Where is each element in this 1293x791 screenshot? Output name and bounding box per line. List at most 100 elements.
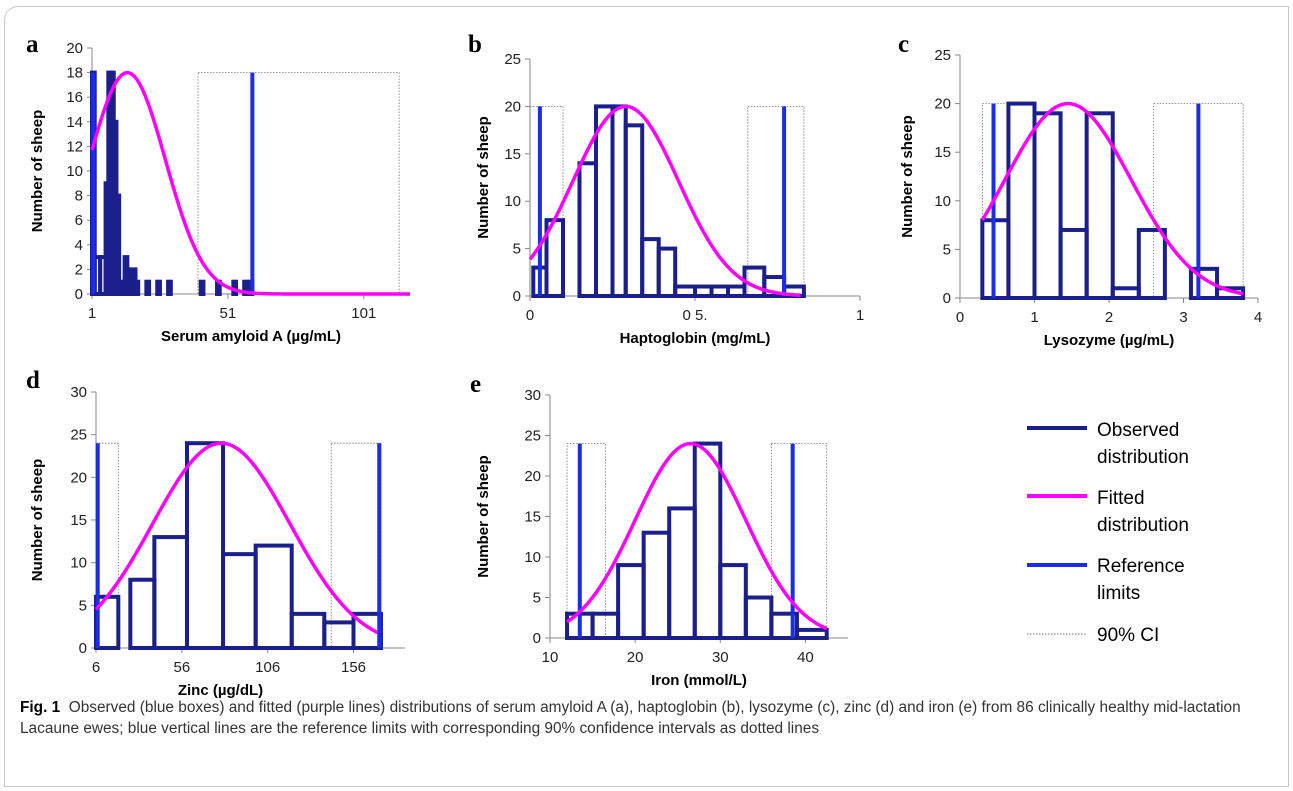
figure-caption: Fig. 1 Observed (blue boxes) and fitted … [20, 697, 1260, 739]
legend-ci-label: 90% CI [1097, 625, 1159, 646]
observed-bin [144, 279, 152, 297]
observed-bin [1136, 227, 1167, 301]
x-tick-label: 40 [797, 649, 814, 666]
ci-box [566, 443, 606, 639]
y-tick-label: 10 [70, 555, 87, 572]
y-tick-label: 2 [75, 261, 83, 278]
legend-fitted-label: Fitted [1097, 488, 1145, 509]
y-tick-label: 5 [533, 590, 541, 607]
y-tick-label: 14 [66, 114, 83, 131]
y-tick-label: 6 [75, 212, 83, 229]
x-axis-title: Iron (mmol/L) [651, 672, 747, 689]
fitted-curve [528, 104, 801, 297]
caption-label: Fig. 1 [20, 699, 61, 716]
panel-letter: d [26, 367, 40, 394]
y-tick-label: 16 [66, 89, 83, 106]
chart-panel-a: a 0 2 4 6 8 10 12 14 16 18 20 1 51 101 Serum amyloid A … [26, 31, 410, 345]
y-tick-label: 18 [66, 65, 83, 82]
observed-bin [1084, 111, 1115, 300]
x-tick-label: 1 [856, 307, 864, 324]
chart-panel-d: d 0 5 10 15 20 25 30 6 56 106 156 Zinc (µg/dL) Number… [26, 367, 405, 699]
x-tick-label: 1 [1030, 309, 1038, 326]
y-tick-label: 12 [66, 138, 83, 155]
observed-bin [1032, 111, 1063, 300]
legend-fitted-label-2: distribution [1097, 515, 1189, 536]
legend: Observed distribution Fitted distributio… [1027, 420, 1189, 646]
chart-panel-c: c 0 5 10 15 20 25 0 1 2 3 4 Lysozyme (µg/mL) Number o… [898, 31, 1262, 349]
observed-bin [693, 284, 714, 298]
y-tick-label: 20 [70, 469, 87, 486]
caption-text: Observed (blue boxes) and fitted (purple… [20, 699, 1241, 737]
y-tick-label: 8 [75, 188, 83, 205]
y-tick-label: 15 [504, 146, 521, 163]
x-tick-label: 0 [956, 309, 964, 326]
observed-bin [743, 595, 774, 640]
observed-bin [1058, 227, 1089, 301]
observed-bin [623, 123, 645, 298]
y-axis-title: Number of sheep [475, 455, 492, 578]
y-tick-label: 5 [79, 597, 87, 614]
panel-letter: c [898, 31, 909, 58]
chart-panel-b: b 0 5 10 15 20 25 0 0 5. 1 Haptoglobin (mg/mL) Numb… [468, 31, 864, 347]
fitted-curve [566, 441, 828, 631]
x-tick-label: 10 [542, 649, 559, 666]
observed-bin [117, 279, 124, 297]
observed-bin [166, 279, 173, 297]
y-tick-label: 4 [75, 237, 83, 254]
y-tick-label: 10 [524, 549, 541, 566]
observed-bin [1188, 266, 1220, 300]
y-tick-label: 15 [934, 144, 951, 161]
legend-reference-label: Reference [1097, 556, 1185, 577]
legend-observed-label: Observed [1097, 420, 1179, 441]
y-tick-label: 25 [934, 47, 951, 64]
y-tick-label: 25 [524, 428, 541, 445]
y-tick-label: 10 [934, 193, 951, 210]
panel-letter: a [26, 31, 39, 58]
x-tick-label: 51 [220, 305, 237, 322]
x-axis-title: Haptoglobin (mg/mL) [620, 330, 771, 347]
observed-bin [128, 577, 157, 651]
observed-bin [641, 530, 672, 641]
y-tick-label: 25 [504, 51, 521, 68]
x-tick-label: 101 [351, 305, 376, 322]
observed-bin [718, 563, 748, 640]
observed-bin [726, 284, 747, 298]
legend-reference-label-2: limits [1097, 583, 1140, 604]
y-tick-label: 0 [513, 288, 521, 305]
x-axis-title: Zinc (µg/dL) [178, 682, 263, 699]
observed-bin [667, 506, 697, 640]
y-axis-title: Number of sheep [29, 459, 46, 582]
y-tick-label: 20 [504, 98, 521, 115]
x-axis-title: Serum amyloid A (µg/mL) [161, 328, 341, 345]
chart-panel-e: e 0 5 10 15 20 25 30 10 20 30 40 Iron (mmol/L) Number… [470, 371, 848, 689]
x-tick-label: 0 5. [682, 307, 707, 324]
panel-letter: b [468, 31, 482, 58]
x-tick-label: 1 [88, 305, 96, 322]
ci-box [197, 72, 400, 295]
y-tick-label: 0 [79, 640, 87, 657]
observed-bin [709, 284, 730, 298]
observed-bin [184, 441, 226, 651]
observed-bin [289, 611, 327, 650]
fitted-curve [980, 101, 1244, 296]
y-tick-label: 5 [513, 241, 521, 258]
observed-bin [656, 246, 678, 299]
x-tick-label: 30 [712, 649, 729, 666]
panel-letter: e [470, 371, 481, 398]
observed-bin [692, 441, 723, 640]
y-axis-title: Number of sheep [475, 116, 492, 239]
ci-box [529, 106, 564, 297]
x-tick-label: 56 [173, 659, 190, 676]
x-tick-label: 4 [1254, 309, 1262, 326]
y-tick-label: 15 [70, 512, 87, 529]
x-tick-label: 2 [1105, 309, 1113, 326]
y-tick-label: 0 [943, 290, 951, 307]
fitted-curve [90, 70, 410, 296]
x-tick-label: 20 [627, 649, 644, 666]
y-tick-label: 20 [524, 468, 541, 485]
observed-bin [640, 237, 661, 298]
y-axis-title: Number of sheep [29, 110, 46, 233]
y-tick-label: 25 [70, 427, 87, 444]
legend-observed-label-2: distribution [1097, 447, 1189, 468]
